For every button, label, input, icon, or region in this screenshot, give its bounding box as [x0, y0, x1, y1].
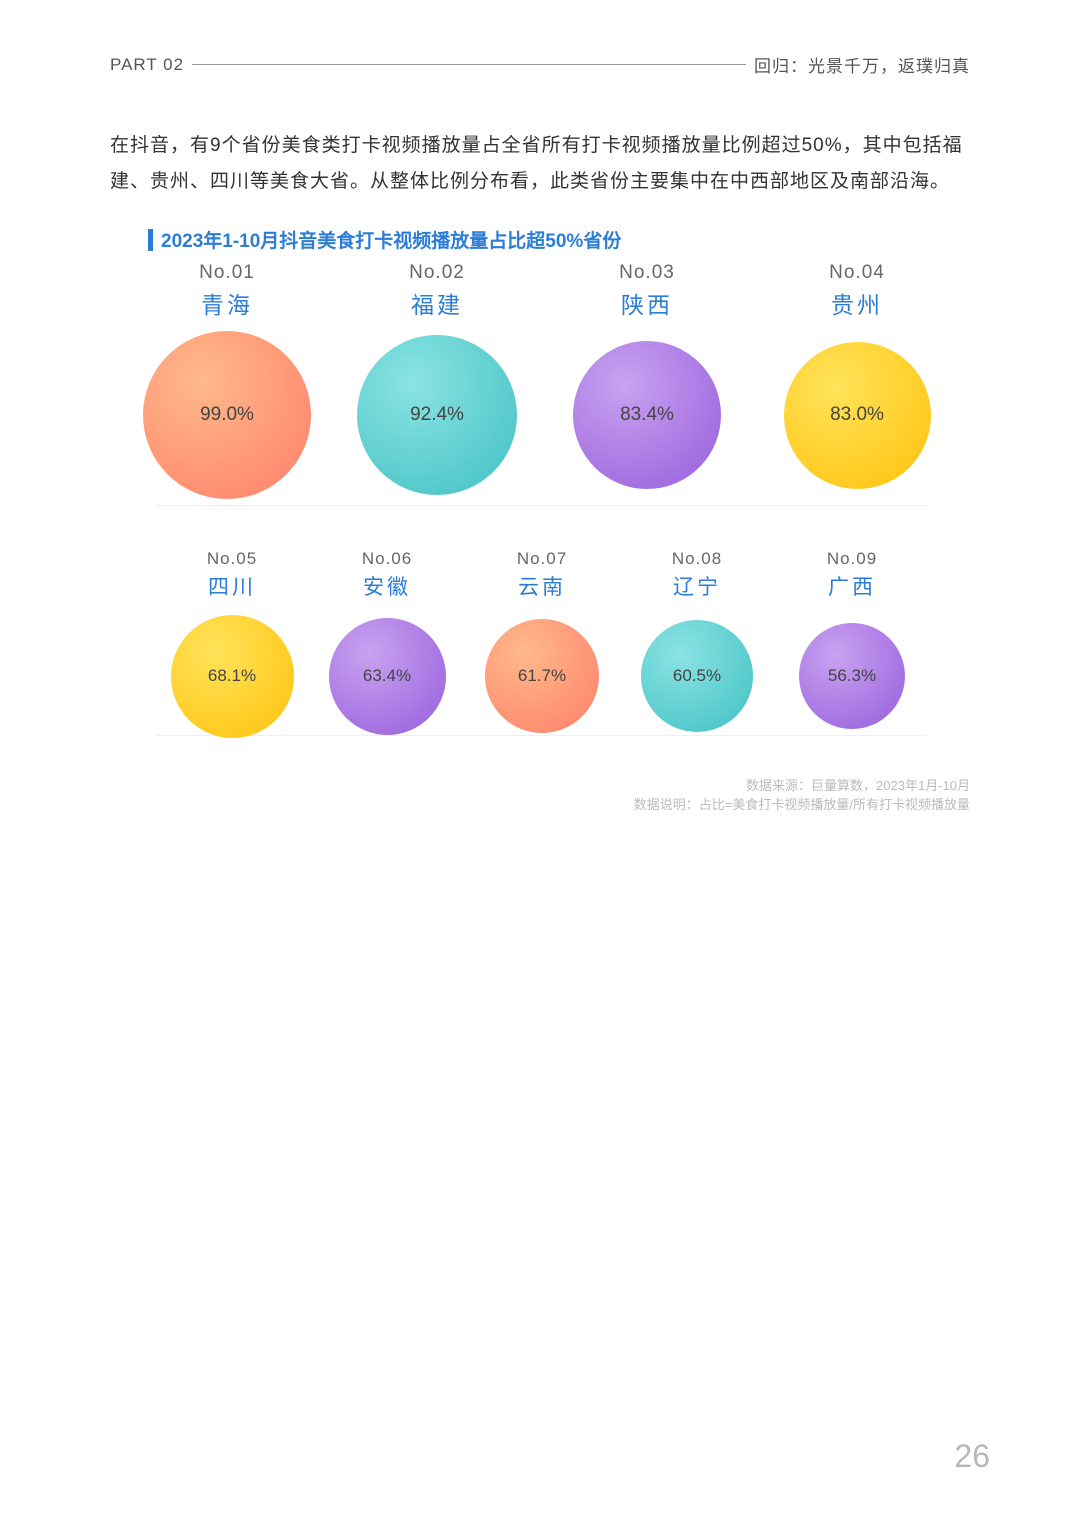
- chart-title: 2023年1-10月抖音美食打卡视频播放量占比超50%省份: [148, 226, 621, 253]
- title-accent-bar: [148, 229, 153, 251]
- province-name: 四川: [208, 571, 256, 601]
- percentage-label: 92.4%: [410, 404, 464, 426]
- percentage-label: 68.1%: [208, 666, 256, 686]
- rank-label: No.09: [827, 549, 877, 569]
- bubble-item: No.04贵州 83.0%: [772, 258, 942, 500]
- chart-title-text: 2023年1-10月抖音美食打卡视频播放量占比超50%省份: [161, 226, 621, 253]
- header-divider: [192, 64, 746, 65]
- row1-baseline: [157, 505, 927, 506]
- province-name: 云南: [518, 571, 566, 601]
- rank-label: No.07: [517, 549, 567, 569]
- bubble-item: No.08辽宁 60.5%: [632, 545, 762, 741]
- bubble-wrap: 63.4%: [322, 611, 452, 741]
- province-name: 青海: [201, 286, 253, 320]
- percentage-label: 56.3%: [828, 666, 876, 686]
- page-number: 26: [954, 1438, 990, 1475]
- bubble-wrap: 99.0%: [142, 330, 312, 500]
- bubble-wrap: 61.7%: [477, 611, 607, 741]
- percentage-label: 60.5%: [673, 666, 721, 686]
- header-title: 回归：光景千万，返璞归真: [754, 52, 970, 77]
- bubble-wrap: 60.5%: [632, 611, 762, 741]
- bubble-row-top: No.01青海99.0%No.02福建92.4%No.03陕西83.4%No.0…: [142, 258, 942, 500]
- rank-label: No.03: [619, 262, 675, 284]
- bubble-item: No.09广西 56.3%: [787, 545, 917, 741]
- province-name: 陕西: [621, 286, 673, 320]
- body-paragraph: 在抖音，有9个省份美食类打卡视频播放量占全省所有打卡视频播放量比例超过50%，其…: [110, 128, 970, 200]
- bubble-item: No.07云南 61.7%: [477, 545, 607, 741]
- province-name: 贵州: [831, 286, 883, 320]
- bubble-item: No.02福建 92.4%: [352, 258, 522, 500]
- bubble-chart: No.01青海99.0%No.02福建92.4%No.03陕西83.4%No.0…: [142, 258, 942, 741]
- province-name: 福建: [411, 286, 463, 320]
- province-name: 辽宁: [673, 571, 721, 601]
- percentage-label: 61.7%: [518, 666, 566, 686]
- bubble-wrap: 68.1%: [167, 611, 297, 741]
- province-name: 安徽: [363, 571, 411, 601]
- bubble-wrap: 83.0%: [772, 330, 942, 500]
- percentage-label: 83.4%: [620, 404, 674, 426]
- province-name: 广西: [828, 571, 876, 601]
- bubble-wrap: 92.4%: [352, 330, 522, 500]
- rank-label: No.08: [672, 549, 722, 569]
- rank-label: No.04: [829, 262, 885, 284]
- rank-label: No.02: [409, 262, 465, 284]
- footnote-explanation: 数据说明：占比=美食打卡视频播放量/所有打卡视频播放量: [634, 795, 970, 814]
- part-label: PART 02: [110, 55, 184, 75]
- chart-footnotes: 数据来源：巨量算数，2023年1月-10月 数据说明：占比=美食打卡视频播放量/…: [634, 776, 970, 814]
- percentage-label: 99.0%: [200, 404, 254, 426]
- percentage-label: 63.4%: [363, 666, 411, 686]
- bubble-wrap: 56.3%: [787, 611, 917, 741]
- page-header: PART 02 回归：光景千万，返璞归真: [110, 52, 970, 77]
- percentage-label: 83.0%: [830, 404, 884, 426]
- rank-label: No.01: [199, 262, 255, 284]
- rank-label: No.05: [207, 549, 257, 569]
- rank-label: No.06: [362, 549, 412, 569]
- bubble-item: No.03陕西 83.4%: [562, 258, 732, 500]
- bubble-item: No.06安徽 63.4%: [322, 545, 452, 741]
- bubble-row-bottom: No.05四川68.1%No.06安徽63.4%No.07云南61.7%No.0…: [142, 545, 942, 741]
- bubble-item: No.05四川 68.1%: [167, 545, 297, 741]
- bubble-item: No.01青海 99.0%: [142, 258, 312, 500]
- bubble-wrap: 83.4%: [562, 330, 732, 500]
- footnote-source: 数据来源：巨量算数，2023年1月-10月: [634, 776, 970, 795]
